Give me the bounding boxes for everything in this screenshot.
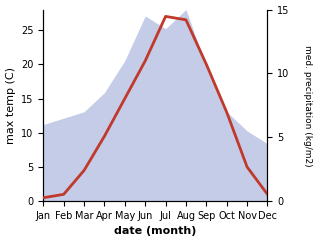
Y-axis label: max temp (C): max temp (C) <box>5 67 16 144</box>
Y-axis label: med. precipitation (kg/m2): med. precipitation (kg/m2) <box>303 45 313 166</box>
X-axis label: date (month): date (month) <box>114 227 197 236</box>
